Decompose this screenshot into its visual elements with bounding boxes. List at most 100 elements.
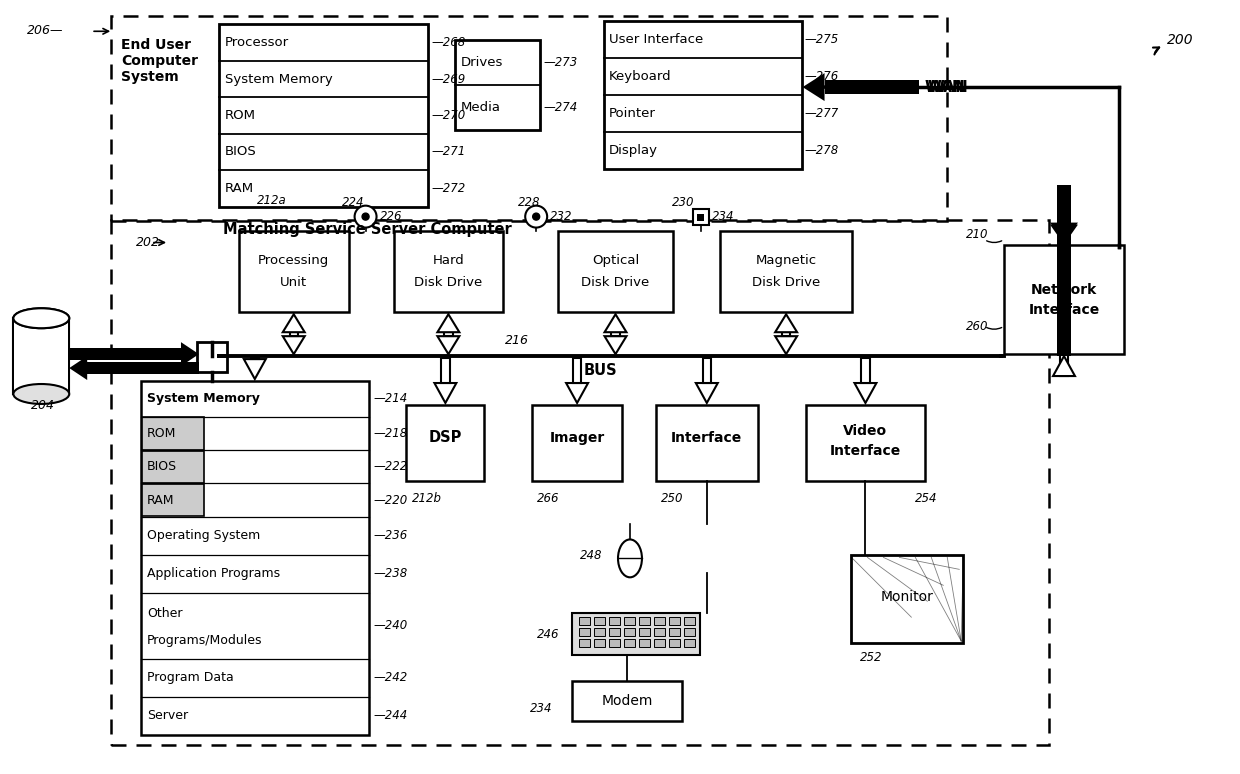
Bar bbox=[455, 40, 541, 130]
Text: —238: —238 bbox=[373, 567, 408, 580]
Bar bbox=[703, 358, 711, 383]
Text: Network: Network bbox=[1030, 283, 1097, 297]
Bar bbox=[393, 231, 503, 312]
Text: Optical: Optical bbox=[591, 254, 639, 267]
Text: 226: 226 bbox=[379, 210, 402, 223]
Text: —222: —222 bbox=[373, 461, 408, 473]
Text: —269: —269 bbox=[432, 73, 466, 85]
Text: Display: Display bbox=[609, 144, 658, 157]
Text: 200: 200 bbox=[1167, 33, 1193, 47]
Text: Modem: Modem bbox=[601, 694, 652, 708]
Bar bbox=[668, 628, 680, 636]
Polygon shape bbox=[605, 314, 626, 332]
Text: Processor: Processor bbox=[224, 36, 289, 49]
Polygon shape bbox=[181, 342, 198, 366]
Text: —242: —242 bbox=[373, 671, 408, 684]
Text: 266: 266 bbox=[537, 492, 559, 505]
Bar bbox=[1004, 245, 1123, 354]
Text: 234: 234 bbox=[712, 210, 734, 223]
Bar bbox=[558, 231, 673, 312]
Text: —272: —272 bbox=[432, 182, 466, 195]
Bar bbox=[239, 231, 348, 312]
Bar bbox=[697, 214, 704, 221]
Text: 250: 250 bbox=[661, 492, 683, 505]
Bar bbox=[782, 332, 790, 336]
Bar bbox=[609, 628, 620, 636]
Bar bbox=[668, 639, 680, 647]
Polygon shape bbox=[605, 336, 626, 354]
Ellipse shape bbox=[618, 539, 642, 577]
Text: —244: —244 bbox=[373, 709, 408, 722]
Bar bbox=[594, 628, 605, 636]
Text: 202: 202 bbox=[136, 236, 160, 249]
Text: 206—: 206— bbox=[27, 24, 63, 37]
Bar bbox=[862, 358, 869, 383]
Text: Keyboard: Keyboard bbox=[609, 70, 672, 83]
Bar bbox=[683, 617, 694, 625]
Bar bbox=[441, 358, 450, 383]
Text: 204: 204 bbox=[31, 399, 56, 413]
Text: ROM: ROM bbox=[148, 427, 176, 440]
Text: —276: —276 bbox=[805, 70, 838, 83]
Bar bbox=[624, 639, 635, 647]
Bar bbox=[1056, 224, 1071, 356]
Bar bbox=[197, 342, 227, 372]
Text: RAM: RAM bbox=[224, 182, 254, 195]
Text: Matching Service Server Computer: Matching Service Server Computer bbox=[223, 222, 512, 237]
Text: 234: 234 bbox=[531, 702, 553, 715]
Text: 246: 246 bbox=[537, 628, 559, 641]
Text: 230: 230 bbox=[672, 196, 694, 209]
Text: Interface: Interface bbox=[671, 431, 743, 445]
Text: —220: —220 bbox=[373, 494, 408, 507]
Bar bbox=[250, 358, 259, 359]
Bar bbox=[653, 639, 665, 647]
Text: —214: —214 bbox=[373, 392, 408, 406]
Text: 260: 260 bbox=[966, 320, 988, 333]
Bar bbox=[852, 556, 963, 643]
Bar bbox=[219, 24, 429, 207]
Polygon shape bbox=[775, 314, 797, 332]
Text: Pointer: Pointer bbox=[609, 107, 656, 120]
Polygon shape bbox=[434, 383, 456, 403]
Text: —274: —274 bbox=[543, 101, 578, 114]
Polygon shape bbox=[69, 356, 87, 380]
Text: Interface: Interface bbox=[830, 444, 901, 457]
Bar bbox=[572, 613, 699, 655]
Bar bbox=[624, 628, 635, 636]
Bar bbox=[609, 617, 620, 625]
Text: Computer: Computer bbox=[122, 54, 198, 68]
Text: Disk Drive: Disk Drive bbox=[582, 276, 650, 289]
Text: —268: —268 bbox=[432, 36, 466, 49]
Text: Drives: Drives bbox=[460, 57, 502, 69]
Polygon shape bbox=[438, 314, 459, 332]
Text: —236: —236 bbox=[373, 529, 408, 543]
Bar bbox=[579, 639, 590, 647]
Text: —273: —273 bbox=[543, 57, 578, 69]
Polygon shape bbox=[1053, 356, 1075, 376]
Text: Disk Drive: Disk Drive bbox=[414, 276, 482, 289]
Polygon shape bbox=[696, 383, 718, 403]
Bar bbox=[444, 332, 453, 336]
Text: —275: —275 bbox=[805, 33, 838, 46]
Text: Unit: Unit bbox=[280, 276, 308, 289]
Bar bbox=[143, 417, 203, 450]
Text: 232: 232 bbox=[551, 210, 573, 223]
Text: 224: 224 bbox=[342, 196, 365, 209]
Text: Media: Media bbox=[460, 101, 501, 114]
Text: —271: —271 bbox=[432, 146, 466, 159]
Bar bbox=[1056, 185, 1071, 223]
Text: End User: End User bbox=[122, 38, 191, 52]
Text: Operating System: Operating System bbox=[148, 529, 260, 543]
Text: 212b: 212b bbox=[412, 492, 441, 505]
Circle shape bbox=[355, 206, 377, 228]
Circle shape bbox=[526, 206, 547, 228]
Text: 252: 252 bbox=[859, 650, 882, 663]
Bar bbox=[572, 681, 682, 721]
Text: System: System bbox=[122, 70, 179, 84]
Text: Server: Server bbox=[148, 709, 188, 722]
Text: Monitor: Monitor bbox=[880, 591, 934, 604]
Text: Disk Drive: Disk Drive bbox=[751, 276, 820, 289]
Bar bbox=[594, 617, 605, 625]
Text: Other: Other bbox=[148, 608, 182, 621]
Text: BIOS: BIOS bbox=[224, 146, 257, 159]
